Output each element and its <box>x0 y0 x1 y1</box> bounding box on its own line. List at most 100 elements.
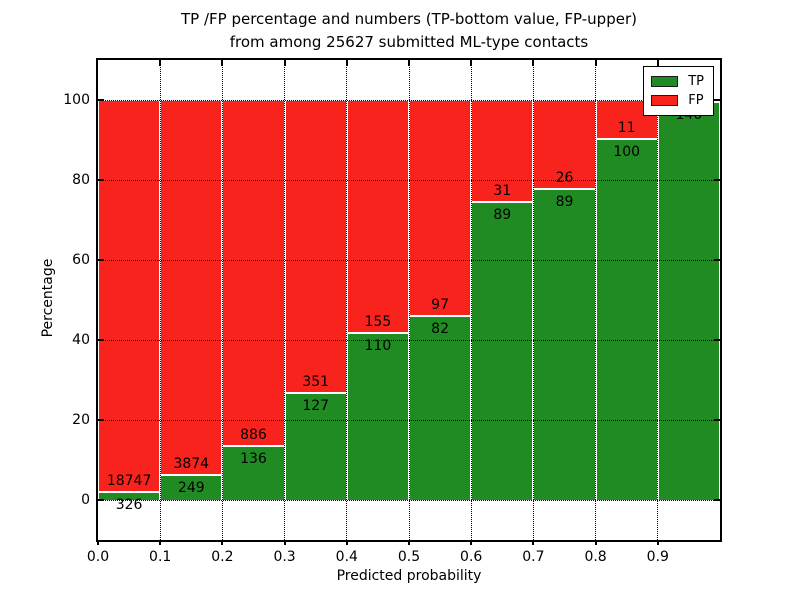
x-tick-label: 0.4 <box>335 549 358 565</box>
vertical-gridline <box>159 60 161 540</box>
y-tick-mark <box>98 99 104 101</box>
vertical-gridline <box>657 60 659 540</box>
x-tick-mark-top <box>656 60 659 66</box>
bar-segment-tp <box>657 102 720 500</box>
tp-count-label: 136 <box>240 450 267 467</box>
x-tick-mark <box>159 540 162 545</box>
fp-count-label: 3874 <box>173 455 210 472</box>
y-tick-mark-right <box>714 99 720 101</box>
plot-area: TP FP 18747 326 3874 249 886 136 351 127 155 110 9… <box>96 58 722 542</box>
bar-segment-tp <box>346 333 409 500</box>
x-tick-mark-top <box>594 60 597 66</box>
x-tick-mark-top <box>470 60 473 66</box>
y-tick-mark-right <box>714 259 720 261</box>
x-tick-label: 0.0 <box>86 549 110 565</box>
chart-title-line2: from among 25627 submitted ML-type conta… <box>229 33 589 51</box>
x-tick-label: 0.7 <box>522 549 545 565</box>
bar-segment-tp <box>160 475 223 500</box>
legend: TP FP <box>643 66 714 116</box>
y-tick-label: 60 <box>72 252 90 268</box>
fp-count-label: 18747 <box>106 473 152 490</box>
fp-legend-label: FP <box>688 93 704 108</box>
x-tick-mark-top <box>408 60 410 66</box>
tp-count-label: 89 <box>555 194 574 211</box>
x-tick-label: 0.8 <box>584 549 607 565</box>
x-tick-mark <box>532 540 535 545</box>
y-tick-label: 100 <box>63 92 90 108</box>
tp-count-label: 110 <box>364 337 392 354</box>
bar-segment-tp <box>409 316 472 500</box>
fp-count-label: 351 <box>302 373 330 390</box>
chart-title: TP /FP percentage and numbers (TP-bottom… <box>98 8 720 54</box>
y-tick-mark-right <box>714 339 720 341</box>
bar-segment-fp <box>160 100 223 476</box>
bar-segment-fp <box>98 100 161 494</box>
y-tick-label: 20 <box>72 412 90 428</box>
x-tick-mark-top <box>345 60 348 66</box>
y-tick-mark-right <box>714 499 720 501</box>
fp-count-label: 31 <box>493 183 512 200</box>
x-tick-mark <box>594 540 597 545</box>
bar-segment-fp <box>346 100 409 334</box>
bar-segment-fp <box>533 100 596 191</box>
chart-title-line1: TP /FP percentage and numbers (TP-bottom… <box>181 10 637 28</box>
x-tick-mark <box>345 540 348 545</box>
y-tick-mark-right <box>714 419 720 421</box>
legend-entry-fp: FP <box>651 91 704 110</box>
fp-count-label: 155 <box>364 313 392 330</box>
tp-count-label: 89 <box>493 207 512 224</box>
bar-segment-tp <box>98 493 161 500</box>
bar-segment-fp <box>409 100 472 317</box>
tp-count-label: 82 <box>431 320 449 337</box>
legend-entry-tp: TP <box>651 72 704 91</box>
x-tick-mark <box>283 540 286 545</box>
vertical-gridline <box>470 60 472 540</box>
y-tick-mark <box>98 499 104 501</box>
vertical-gridline <box>346 60 348 540</box>
bar-segment-tp <box>595 139 658 500</box>
vertical-gridline <box>595 60 597 540</box>
vertical-gridline <box>284 60 286 540</box>
y-tick-label: 0 <box>81 492 90 508</box>
bar-segment-fp <box>222 100 285 447</box>
x-tick-mark-top <box>283 60 286 66</box>
bar-segment-tp <box>471 203 534 500</box>
y-tick-mark <box>98 339 104 341</box>
fp-count-label: 11 <box>617 119 636 136</box>
x-tick-mark-top <box>159 60 162 66</box>
y-tick-mark-right <box>714 179 720 181</box>
bar-segment-fp <box>471 100 534 204</box>
vertical-gridline <box>532 60 534 540</box>
x-tick-label: 0.5 <box>397 549 421 565</box>
x-tick-label: 0.1 <box>149 549 172 565</box>
y-tick-label: 40 <box>72 332 90 348</box>
x-tick-mark <box>97 540 99 545</box>
x-tick-label: 0.2 <box>211 549 234 565</box>
bar-segment-tp <box>533 190 596 500</box>
bar-segment-fp <box>284 100 347 394</box>
x-tick-mark <box>408 540 410 545</box>
tp-count-label: 326 <box>115 497 143 514</box>
bar-segment-tp <box>222 446 285 500</box>
x-tick-mark-top <box>221 60 224 66</box>
x-tick-mark <box>221 540 224 545</box>
y-tick-label: 80 <box>72 172 90 188</box>
tp-count-label: 100 <box>613 143 641 160</box>
fp-legend-swatch <box>651 95 679 106</box>
x-tick-mark <box>470 540 473 545</box>
y-tick-mark <box>98 179 104 181</box>
fp-count-label: 97 <box>431 296 449 313</box>
tp-count-label: 249 <box>177 479 205 496</box>
x-tick-mark-top <box>532 60 535 66</box>
tp-legend-swatch <box>651 76 679 87</box>
y-tick-mark <box>98 259 104 261</box>
fp-count-label: 26 <box>555 170 574 187</box>
bar-segment-tp <box>284 393 347 500</box>
tp-count-label: 127 <box>302 397 330 414</box>
x-tick-mark <box>656 540 659 545</box>
tp-legend-label: TP <box>688 74 704 89</box>
y-axis-label: Percentage <box>40 258 56 338</box>
y-tick-mark <box>98 419 104 421</box>
fp-count-label: 886 <box>240 426 267 443</box>
